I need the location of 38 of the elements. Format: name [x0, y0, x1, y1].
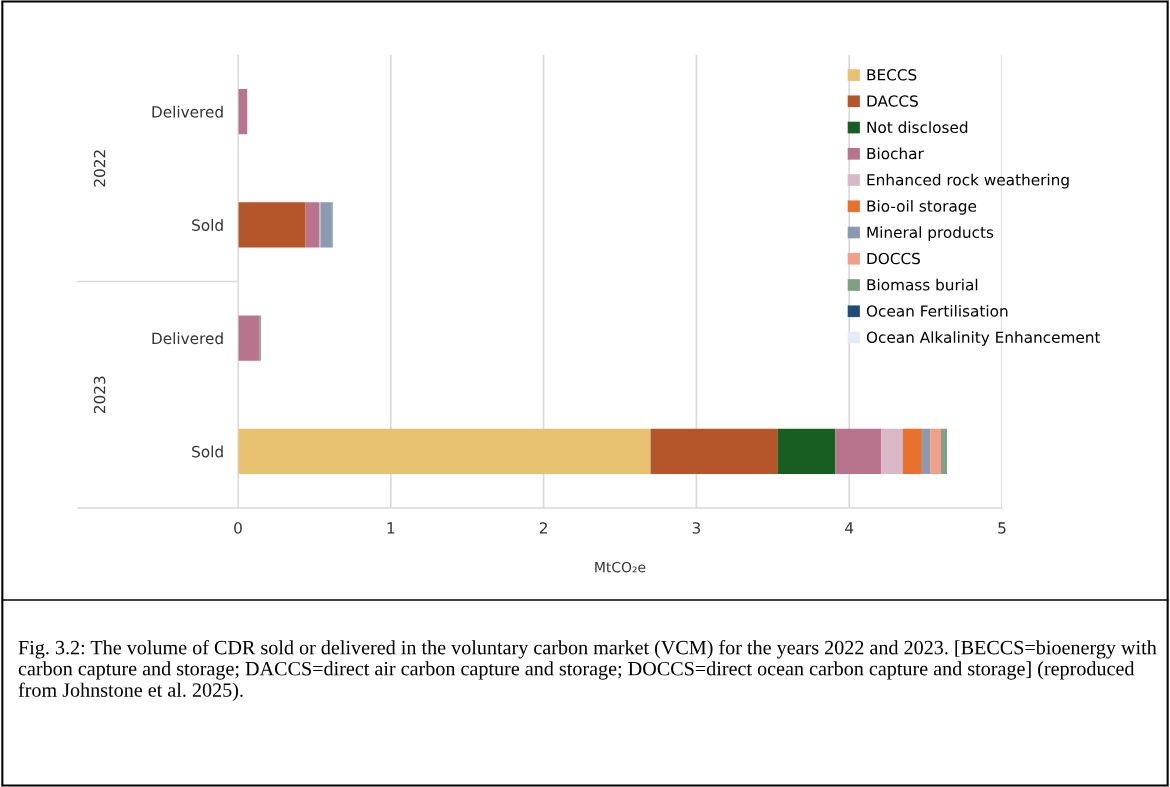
legend-label: Mineral products: [867, 226, 994, 241]
text: 2022: [93, 150, 106, 187]
bar: [921, 428, 931, 475]
bar: [902, 428, 922, 475]
x-axis-title: MtCO₂e: [595, 561, 646, 573]
bar: [777, 428, 836, 475]
x-tick-label: 3: [692, 522, 701, 534]
bar: [238, 202, 306, 248]
legend-label: Biomass burial: [867, 278, 978, 291]
bar: [650, 428, 778, 475]
x-tick-label: 4: [845, 522, 854, 534]
legend-label: Enhanced rock weathering: [867, 173, 1069, 189]
bar: [238, 428, 651, 475]
legend-label: DOCCS: [867, 252, 920, 265]
bar: [305, 202, 319, 248]
bar: [320, 202, 332, 248]
legend-label: Bio-oil storage: [867, 199, 977, 215]
caption: Fig. 3.2: The volume of CDR sold or delivered in the voluntary carbon market (VCM) for the years 2022 and 2023. [BECCS=bioenergy with carbon capture and storage; DACCS=direct air carbon capture and storage; DOCCS=direct ocean carbon capture and storage] (reproduced from Johnstone et al. 2025).: [18, 640, 1157, 701]
legend-label: BECCS: [867, 69, 917, 81]
legend-label: DACCS: [867, 95, 918, 107]
y-tick-label: Sold: [192, 445, 223, 458]
bar: [940, 428, 947, 475]
bar: [835, 428, 882, 475]
x-tick-label: 0: [234, 522, 242, 534]
y-tick-label: Delivered: [152, 332, 223, 345]
y-tick-label: Sold: [192, 219, 223, 231]
text: 2023: [93, 376, 106, 414]
bar: [930, 428, 941, 475]
legend-label: Not disclosed: [867, 121, 968, 134]
legend-label: Ocean Alkalinity Enhancement: [866, 331, 1101, 346]
x-tick-label: 1: [387, 522, 395, 534]
x-tick-label: 2: [539, 522, 547, 534]
bar: [238, 315, 260, 361]
x-tick-label: 5: [998, 522, 1006, 534]
bar: [881, 428, 903, 475]
legend-label: Ocean Fertilisation: [866, 304, 1008, 317]
legend-label: Biochar: [867, 147, 924, 160]
y-tick-label: Delivered: [152, 105, 223, 118]
